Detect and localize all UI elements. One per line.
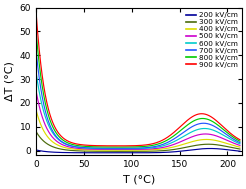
700 kV/cm <box>47 121 50 123</box>
200 kV/cm <box>35 149 38 151</box>
200 kV/cm <box>189 149 192 151</box>
900 kV/cm <box>117 145 120 147</box>
400 kV/cm <box>159 148 162 150</box>
500 kV/cm <box>238 144 241 146</box>
700 kV/cm <box>238 142 241 144</box>
400 kV/cm <box>189 141 192 143</box>
900 kV/cm <box>47 109 50 111</box>
800 kV/cm <box>159 142 162 145</box>
300 kV/cm <box>47 144 50 146</box>
600 kV/cm <box>153 146 156 149</box>
300 kV/cm <box>125 150 128 153</box>
700 kV/cm <box>210 124 213 126</box>
400 kV/cm <box>210 139 213 141</box>
900 kV/cm <box>189 116 192 119</box>
600 kV/cm <box>210 129 213 131</box>
800 kV/cm <box>165 139 168 142</box>
800 kV/cm <box>238 140 241 142</box>
300 kV/cm <box>153 150 156 152</box>
600 kV/cm <box>159 145 162 148</box>
500 kV/cm <box>210 134 213 136</box>
300 kV/cm <box>159 150 162 152</box>
200 kV/cm <box>165 151 168 153</box>
Line: 600 kV/cm: 600 kV/cm <box>36 72 240 149</box>
900 kV/cm <box>153 142 156 144</box>
600 kV/cm <box>238 143 241 145</box>
X-axis label: T (°C): T (°C) <box>123 175 155 185</box>
200 kV/cm <box>121 152 124 154</box>
900 kV/cm <box>165 137 168 139</box>
200 kV/cm <box>153 152 156 154</box>
Line: 500 kV/cm: 500 kV/cm <box>36 91 240 149</box>
400 kV/cm <box>153 149 156 151</box>
500 kV/cm <box>165 146 168 148</box>
300 kV/cm <box>189 145 192 147</box>
600 kV/cm <box>165 144 168 146</box>
Line: 400 kV/cm: 400 kV/cm <box>36 110 240 150</box>
Line: 200 kV/cm: 200 kV/cm <box>36 149 240 153</box>
Y-axis label: ΔT (°C): ΔT (°C) <box>4 62 14 101</box>
Line: 700 kV/cm: 700 kV/cm <box>36 51 240 148</box>
500 kV/cm <box>189 136 192 138</box>
200 kV/cm <box>238 150 241 152</box>
800 kV/cm <box>35 30 38 33</box>
800 kV/cm <box>210 120 213 122</box>
500 kV/cm <box>122 148 125 151</box>
Line: 800 kV/cm: 800 kV/cm <box>36 32 240 147</box>
500 kV/cm <box>153 147 156 150</box>
500 kV/cm <box>159 147 162 149</box>
900 kV/cm <box>210 116 213 119</box>
700 kV/cm <box>153 146 156 148</box>
200 kV/cm <box>47 151 50 153</box>
200 kV/cm <box>159 151 162 154</box>
200 kV/cm <box>211 147 214 150</box>
700 kV/cm <box>159 144 162 146</box>
700 kV/cm <box>189 126 192 129</box>
500 kV/cm <box>47 131 50 133</box>
400 kV/cm <box>238 146 241 148</box>
300 kV/cm <box>238 148 241 150</box>
700 kV/cm <box>35 50 38 52</box>
400 kV/cm <box>165 147 168 149</box>
800 kV/cm <box>189 121 192 124</box>
900 kV/cm <box>238 139 241 141</box>
700 kV/cm <box>165 142 168 144</box>
700 kV/cm <box>118 147 121 149</box>
900 kV/cm <box>35 11 38 14</box>
Line: 900 kV/cm: 900 kV/cm <box>36 12 240 146</box>
600 kV/cm <box>47 124 50 126</box>
400 kV/cm <box>47 137 50 139</box>
800 kV/cm <box>153 144 156 146</box>
300 kV/cm <box>165 149 168 152</box>
800 kV/cm <box>47 115 50 117</box>
600 kV/cm <box>35 71 38 73</box>
300 kV/cm <box>210 143 213 146</box>
800 kV/cm <box>118 146 121 148</box>
200 kV/cm <box>209 147 212 150</box>
Legend: 200 kV/cm, 300 kV/cm, 400 kV/cm, 500 kV/cm, 600 kV/cm, 700 kV/cm, 800 kV/cm, 900: 200 kV/cm, 300 kV/cm, 400 kV/cm, 500 kV/… <box>186 11 238 69</box>
Line: 300 kV/cm: 300 kV/cm <box>36 132 240 151</box>
400 kV/cm <box>122 149 125 151</box>
400 kV/cm <box>35 109 38 111</box>
900 kV/cm <box>159 140 162 143</box>
300 kV/cm <box>35 130 38 133</box>
600 kV/cm <box>189 131 192 133</box>
500 kV/cm <box>35 90 38 92</box>
600 kV/cm <box>121 148 124 150</box>
